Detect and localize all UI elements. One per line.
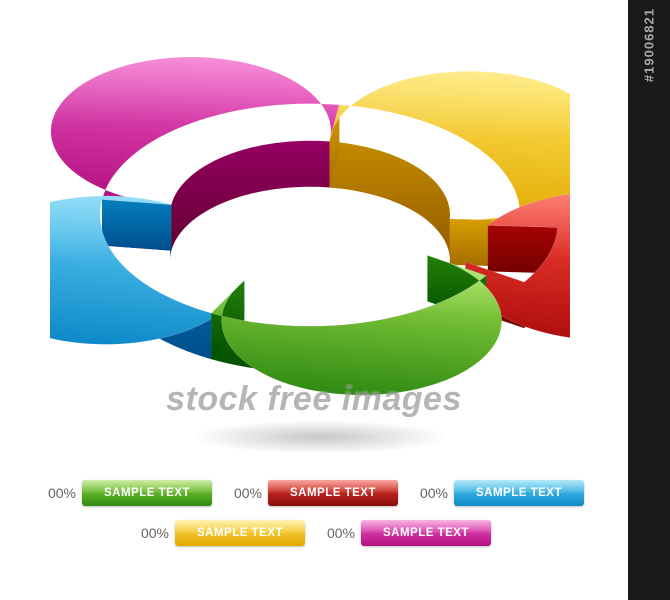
legend-item: 00% SAMPLE TEXT	[44, 480, 212, 506]
legend-label: SAMPLE TEXT	[383, 527, 469, 539]
legend-percent: 00%	[230, 485, 262, 501]
ring-inner-wall	[329, 142, 450, 264]
stage: stock free images 00%SAMPLE TEXT00%SAMPL…	[0, 0, 670, 600]
legend-percent: 00%	[323, 525, 355, 541]
legend-chip: SAMPLE TEXT	[82, 480, 212, 506]
ring-cap	[102, 200, 171, 251]
sidebar-image-id: #19006821	[642, 8, 657, 82]
legend-label: SAMPLE TEXT	[104, 487, 190, 499]
legend-label: SAMPLE TEXT	[290, 487, 376, 499]
ring-gloss	[329, 71, 570, 221]
legend-label: SAMPLE TEXT	[197, 527, 283, 539]
legend-chip: SAMPLE TEXT	[175, 520, 305, 546]
legend-item: 00% SAMPLE TEXT	[230, 480, 398, 506]
legend-label: SAMPLE TEXT	[476, 487, 562, 499]
legend-item: 00% SAMPLE TEXT	[137, 520, 305, 546]
ring-inner-wall	[171, 141, 329, 251]
legend-item: 00% SAMPLE TEXT	[323, 520, 491, 546]
chart-area: stock free images	[0, 0, 628, 470]
legend-item: 00% SAMPLE TEXT	[416, 480, 584, 506]
legend-percent: 00%	[44, 485, 76, 501]
legend-row: 00% SAMPLE TEXT 00% SAMPLE TEXT	[0, 520, 628, 546]
legend-chip: SAMPLE TEXT	[268, 480, 398, 506]
donut-chart	[50, 10, 570, 440]
legend-chip: SAMPLE TEXT	[361, 520, 491, 546]
legend-percent: 00%	[416, 485, 448, 501]
legend-percent: 00%	[137, 525, 169, 541]
legend-row: 00% SAMPLE TEXT 00% SAMPLE TEXT 00% SAMPLE TE…	[0, 480, 628, 506]
legend: 00% SAMPLE TEXT 00% SAMPLE TEXT 00% SAMPLE TE…	[0, 480, 628, 560]
sidebar-stripe: #19006821	[628, 0, 670, 600]
legend-chip: SAMPLE TEXT	[454, 480, 584, 506]
